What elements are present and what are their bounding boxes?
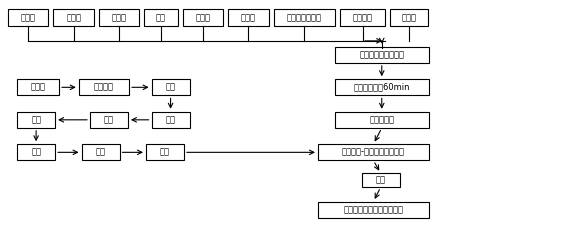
Bar [79, 79, 129, 95]
Bar [144, 9, 178, 26]
Bar [17, 79, 59, 95]
Bar [146, 144, 184, 161]
Bar [90, 112, 128, 128]
Bar [335, 47, 429, 63]
Text: 分散剂: 分散剂 [402, 13, 417, 22]
Text: 电镀: 电镀 [376, 176, 386, 185]
Text: 去离子水、无水乙醇: 去离子水、无水乙醇 [359, 50, 404, 59]
Text: 镍钴合金-纳米材料复合镀液: 镍钴合金-纳米材料复合镀液 [342, 148, 405, 157]
Text: 硼酸: 硼酸 [156, 13, 166, 22]
Text: 水洗: 水洗 [104, 115, 114, 124]
Bar [8, 9, 48, 26]
Text: 活化: 活化 [96, 148, 105, 157]
Bar [335, 79, 429, 95]
Bar [390, 9, 428, 26]
Text: 加热磁力搅拌60min: 加热磁力搅拌60min [354, 83, 410, 92]
Text: 超声波分散: 超声波分散 [369, 115, 394, 124]
Bar [17, 112, 55, 128]
Text: 纳米材料: 纳米材料 [353, 13, 373, 22]
Text: 水洗: 水洗 [31, 148, 41, 157]
Text: 钕铁硼: 钕铁硼 [30, 83, 46, 92]
Bar [361, 173, 400, 187]
Text: 酸洗: 酸洗 [31, 115, 41, 124]
Text: 硫酸钠: 硫酸钠 [195, 13, 211, 22]
Bar [340, 9, 385, 26]
Bar [274, 9, 336, 26]
Bar [318, 144, 429, 161]
Text: 氯化镍: 氯化镍 [66, 13, 81, 22]
Bar [17, 144, 55, 161]
Text: 脱脂: 脱脂 [166, 115, 176, 124]
Bar [151, 79, 190, 95]
Bar [99, 9, 139, 26]
Text: 喷砂: 喷砂 [166, 83, 176, 92]
Text: 水洗: 水洗 [160, 148, 170, 157]
Text: 硫酸钴: 硫酸钴 [111, 13, 127, 22]
Bar [183, 9, 224, 26]
Bar [151, 112, 190, 128]
Bar [335, 112, 429, 128]
Bar [82, 144, 119, 161]
Text: 硫酸镁: 硫酸镁 [241, 13, 256, 22]
Text: 硫酸镍: 硫酸镍 [21, 13, 36, 22]
Text: 十二烷基硫酸钠: 十二烷基硫酸钠 [287, 13, 322, 22]
Bar [228, 9, 269, 26]
Text: 去离子水清洗，表调，烘干: 去离子水清洗，表调，烘干 [343, 205, 403, 214]
Bar [318, 202, 429, 218]
Text: 研磨倒角: 研磨倒角 [94, 83, 114, 92]
Bar [53, 9, 94, 26]
